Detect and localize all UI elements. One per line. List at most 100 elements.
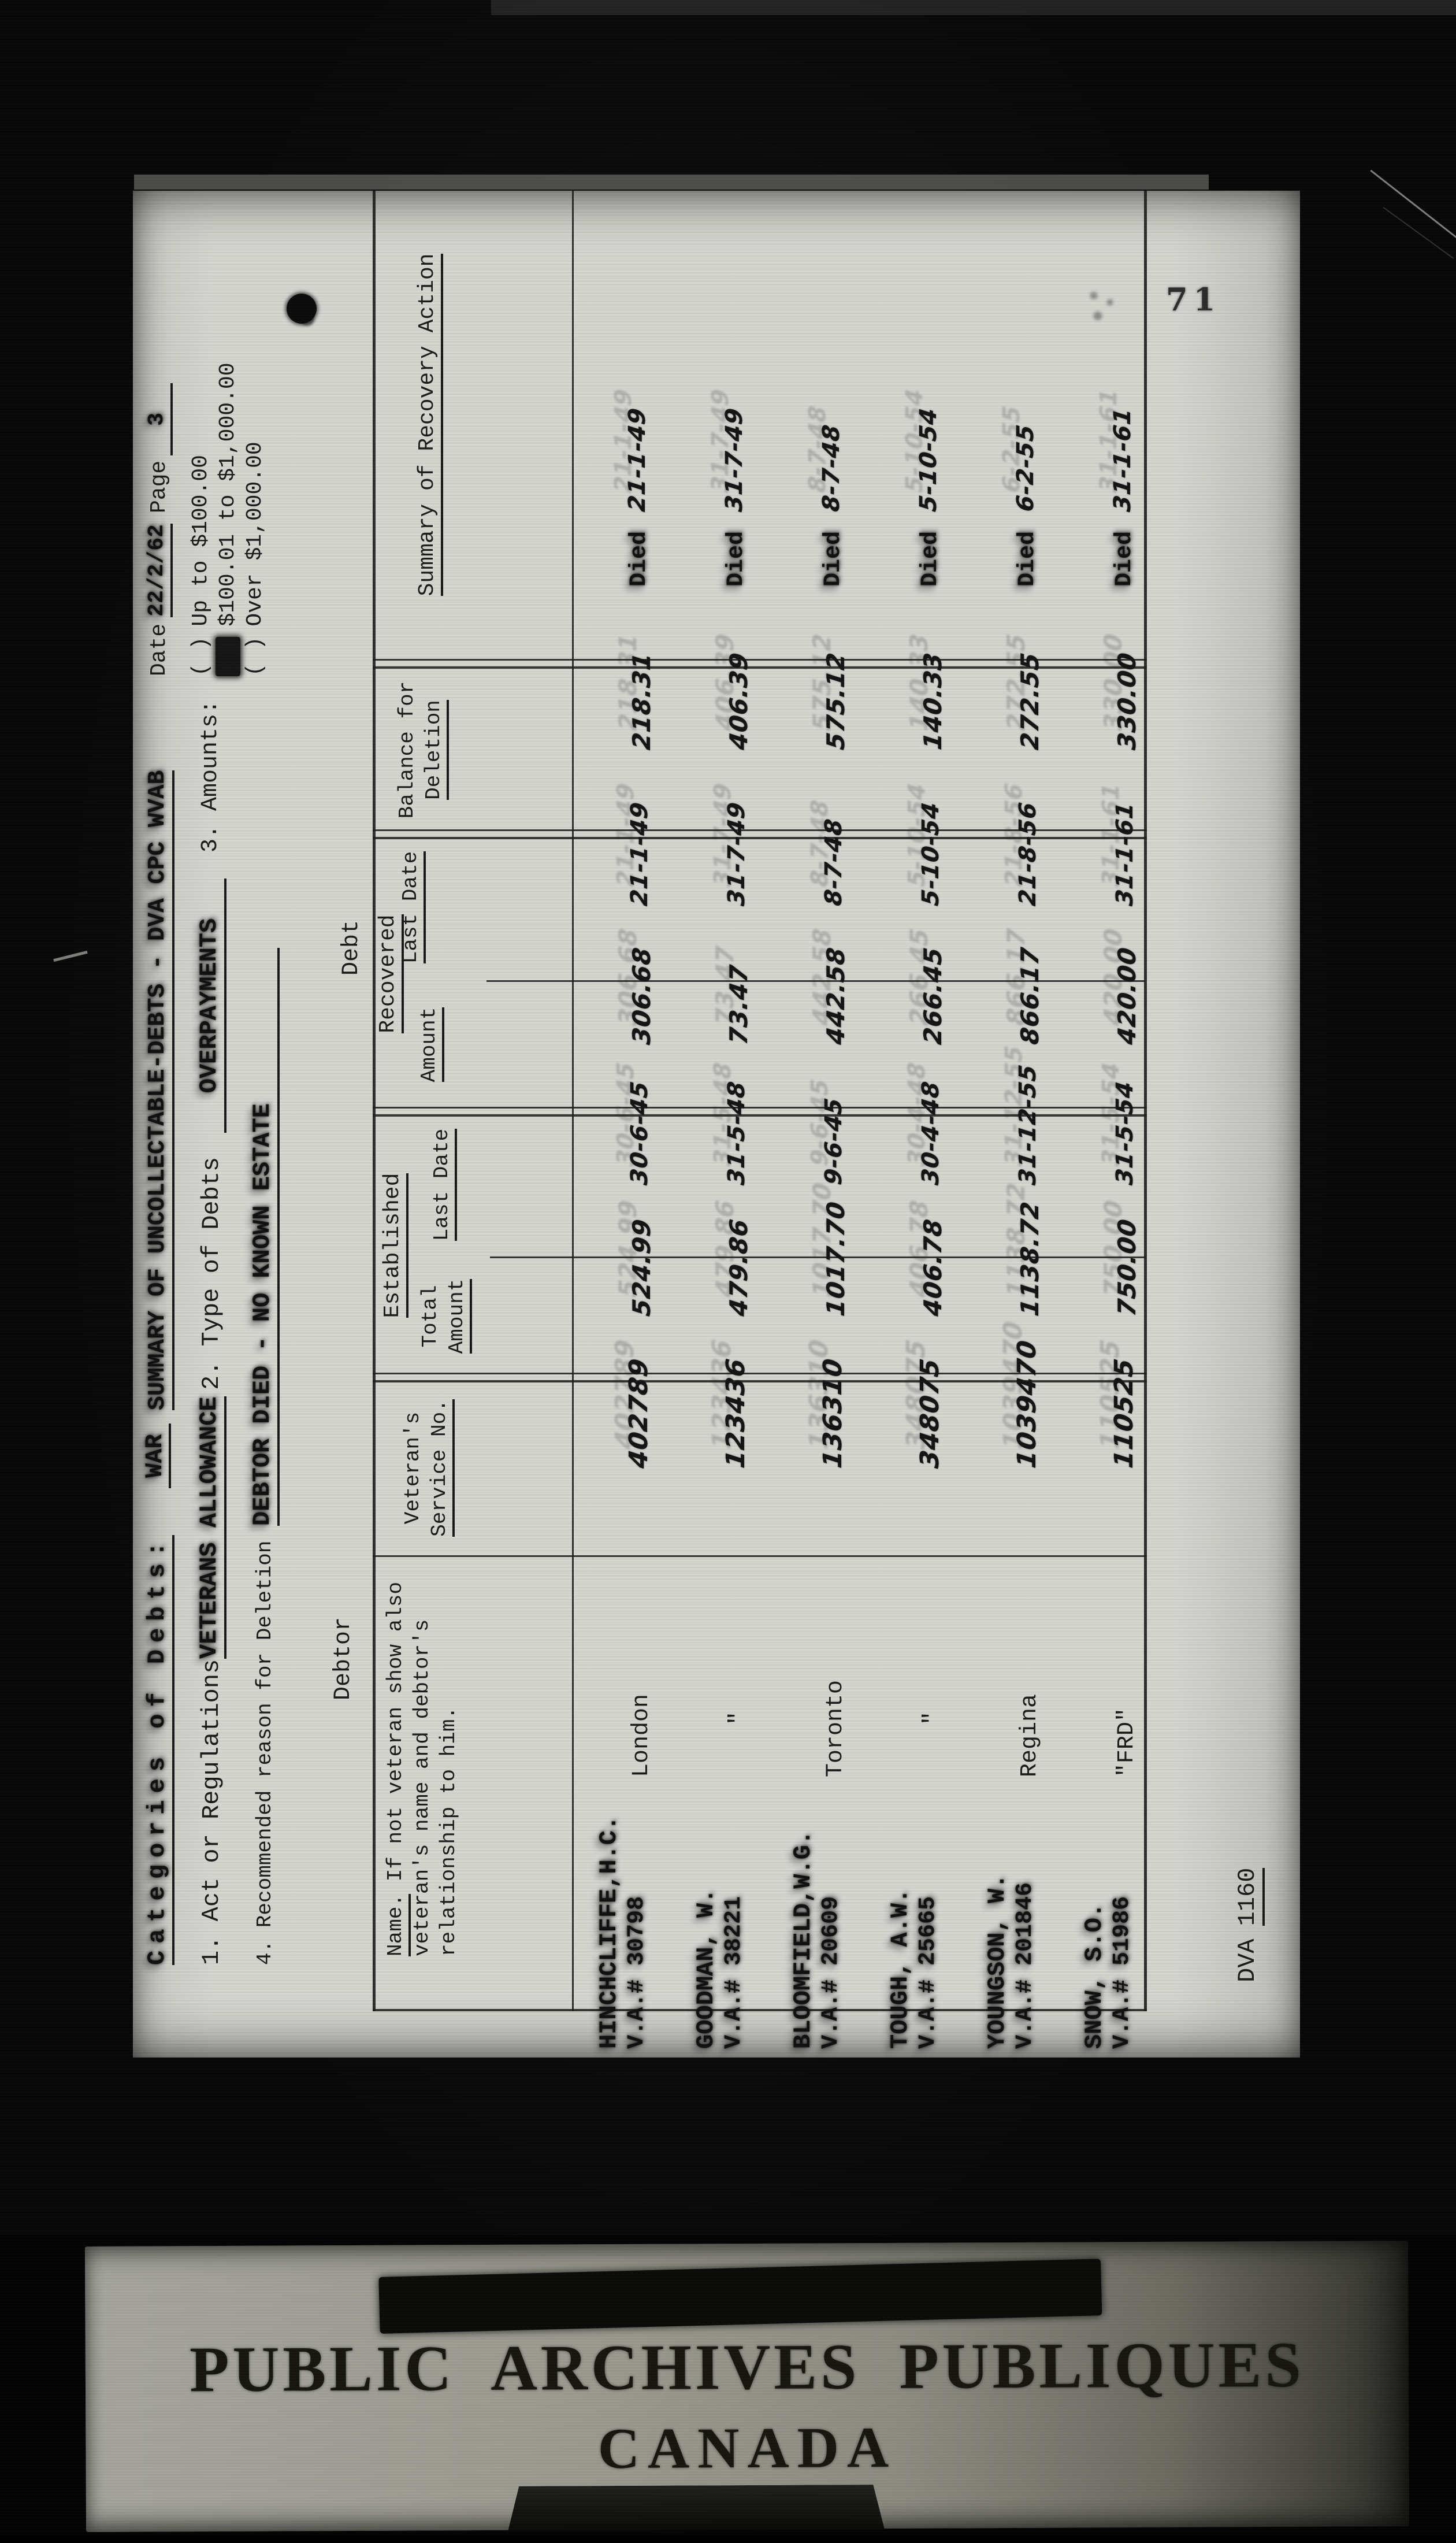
recovered-group-header: Recovered bbox=[376, 838, 404, 1110]
page-label: Page bbox=[147, 460, 172, 513]
debtor-va-number: V.A.# 201846 bbox=[1012, 1882, 1038, 2049]
recovery-action: Died31-1-61 bbox=[1109, 406, 1138, 587]
film-scratch bbox=[1383, 207, 1454, 259]
service-header-line2: Service No. bbox=[426, 1390, 455, 1546]
recovery-action: Died8-7-48 bbox=[818, 422, 846, 587]
table-row: BLOOMFIELD,W.G. V.A.# 20609 Toronto 1363… bbox=[789, 191, 879, 2058]
recovery-action: Died21-1-49 bbox=[624, 406, 652, 587]
type-value: OVERPAYMENTS bbox=[195, 878, 226, 1133]
film-edge-strip bbox=[491, 0, 1456, 15]
archives-banner-card: PUBLIC ARCHIVES PUBLIQUES CANADA bbox=[84, 2241, 1410, 2532]
debtor-address-ditto: " bbox=[920, 1711, 946, 1725]
archives-subtitle: CANADA bbox=[597, 2415, 897, 2481]
debtor-address: Toronto bbox=[823, 1680, 849, 1777]
recovered-last-date: 21-8-56 bbox=[1015, 800, 1041, 908]
frame-number-stamp: 71 bbox=[1166, 281, 1221, 318]
recovered-amount: 73.47 bbox=[725, 963, 753, 1047]
debtor-name: HINCHCLIFFE,H.C. bbox=[595, 1815, 623, 2049]
form-title: SUMMARY OF UNCOLLECTABLE-DEBTS - DVA CPC… bbox=[144, 770, 174, 1410]
debtor-name: SNOW, S.O. bbox=[1080, 1903, 1108, 2049]
established-last-date: 31-12-55 bbox=[1015, 1062, 1041, 1187]
act-label: 1. Act or Regulations bbox=[198, 1659, 225, 1965]
categories-label: Categories of Debts: bbox=[143, 1534, 174, 1965]
act-value: VETERANS ALLOWANCE bbox=[195, 1396, 226, 1659]
type-label: 2. Type of Debts bbox=[198, 1156, 225, 1390]
service-header-line1: Veteran's bbox=[401, 1411, 425, 1525]
balance-for-deletion: 575.12 bbox=[822, 651, 850, 752]
debtor-va-number: V.A.# 38221 bbox=[721, 1896, 747, 2049]
film-scratch bbox=[53, 950, 88, 962]
est-total-header-line2: Amount bbox=[444, 1260, 472, 1373]
ink-blob bbox=[287, 294, 317, 324]
film-bottom-edge bbox=[0, 2535, 1456, 2543]
reason-value: DEBTOR DIED - NO KNOWN ESTATE bbox=[248, 948, 280, 1526]
recovery-action: Died31-7-49 bbox=[721, 406, 749, 587]
categories-value: WAR bbox=[141, 1424, 171, 1488]
recovered-last-date: 31-1-61 bbox=[1112, 800, 1138, 908]
form-number: DVA1160 bbox=[1234, 1867, 1265, 1982]
balance-header-line2: Deletion bbox=[421, 668, 449, 832]
table-row: HINCHCLIFFE,H.C. V.A.# 30798 London 4027… bbox=[595, 191, 685, 2058]
rec-lastdate-header: Last Date bbox=[398, 838, 426, 977]
date-label: Date bbox=[147, 623, 172, 676]
table-row: TOUGH, A.W. V.A.# 25665 " 348075 406.78 … bbox=[886, 191, 976, 2058]
recovered-amount: 866.17 bbox=[1016, 946, 1044, 1047]
recovery-action: Died6-2-55 bbox=[1012, 422, 1041, 587]
checkbox-empty: ( ) bbox=[243, 636, 268, 676]
established-total-amount: 406.78 bbox=[919, 1217, 947, 1318]
recovered-last-date: 31-7-49 bbox=[723, 800, 750, 908]
established-total-amount: 524.99 bbox=[627, 1217, 656, 1318]
black-label-patch bbox=[378, 2259, 1102, 2334]
debtor-address: Regina bbox=[1017, 1693, 1043, 1777]
established-total-amount: 1017.70 bbox=[822, 1200, 850, 1318]
document-page: Categories of Debts: WAR SUMMARY OF UNCO… bbox=[133, 191, 1300, 2058]
debtor-address-ditto: " bbox=[726, 1711, 752, 1725]
established-total-amount: 479.86 bbox=[725, 1217, 753, 1318]
service-number: 136310 bbox=[818, 1356, 848, 1470]
debtor-name: TOUGH, A.W. bbox=[886, 1888, 914, 2049]
checkbox-empty: ( ) bbox=[188, 636, 213, 676]
name-column-header-line3: relationship to him. bbox=[437, 1706, 460, 1956]
recovered-last-date: 21-1-49 bbox=[626, 800, 653, 908]
service-number: 123436 bbox=[721, 1356, 751, 1470]
balance-header-line1: Balance for bbox=[395, 681, 419, 819]
recovery-action: Died5-10-54 bbox=[915, 406, 944, 587]
faded-stamp-smudge bbox=[1082, 282, 1122, 327]
recovered-last-date: 8-7-48 bbox=[820, 817, 847, 908]
balance-for-deletion: 406.39 bbox=[725, 651, 753, 752]
checkbox-checked: (x) bbox=[216, 636, 240, 676]
established-last-date: 30-4-48 bbox=[918, 1079, 944, 1187]
recovered-amount: 306.68 bbox=[627, 946, 656, 1047]
group-debtor-label: Debtor bbox=[330, 1617, 356, 1701]
dark-base-shape bbox=[508, 2485, 885, 2531]
established-last-date: 31-5-48 bbox=[723, 1079, 750, 1187]
debtor-address: London bbox=[629, 1693, 655, 1777]
debtor-address: "FRD" bbox=[1114, 1707, 1140, 1777]
established-group-header: Established bbox=[380, 1115, 408, 1376]
table-row: YOUNGSON, W. V.A.# 201846 Regina 1039470… bbox=[983, 191, 1073, 2058]
recovered-amount: 266.45 bbox=[919, 946, 947, 1047]
amount-option-3: ( )Over $1,000.00 bbox=[243, 442, 268, 676]
archives-title: PUBLIC ARCHIVES PUBLIQUES bbox=[189, 2329, 1305, 2406]
recovered-last-date: 5-10-54 bbox=[918, 800, 944, 908]
established-last-date: 9-6-45 bbox=[820, 1096, 847, 1187]
debtor-va-number: V.A.# 25665 bbox=[915, 1896, 941, 2049]
est-lastdate-header: Last Date bbox=[429, 1115, 457, 1254]
debtor-va-number: V.A.# 20609 bbox=[818, 1896, 844, 2049]
reason-label: 4. Recommended reason for Deletion bbox=[253, 1540, 277, 1965]
document-page-wrap: Categories of Debts: WAR SUMMARY OF UNCO… bbox=[133, 191, 1300, 2058]
table-header-separator bbox=[572, 191, 574, 2011]
amount-option-1: ( )Up to $100.00 bbox=[188, 455, 213, 676]
table-row: GOODMAN, W. V.A.# 38221 " 123436 479.86 … bbox=[692, 191, 782, 2058]
summary-header: Summary of Recovery Action bbox=[415, 197, 443, 653]
debtor-va-number: V.A.# 30798 bbox=[624, 1896, 650, 2049]
est-total-header-line1: Total bbox=[418, 1285, 442, 1348]
amounts-label: 3. Amounts: bbox=[198, 699, 224, 852]
established-total-amount: 750.00 bbox=[1113, 1217, 1141, 1318]
adjacent-frame-sliver bbox=[134, 175, 1209, 190]
date-value: 22/2/62 bbox=[144, 524, 173, 617]
recovered-amount: 442.58 bbox=[822, 946, 850, 1047]
debtor-name: YOUNGSON, W. bbox=[983, 1874, 1011, 2049]
recovered-amount: 420.00 bbox=[1113, 946, 1141, 1047]
